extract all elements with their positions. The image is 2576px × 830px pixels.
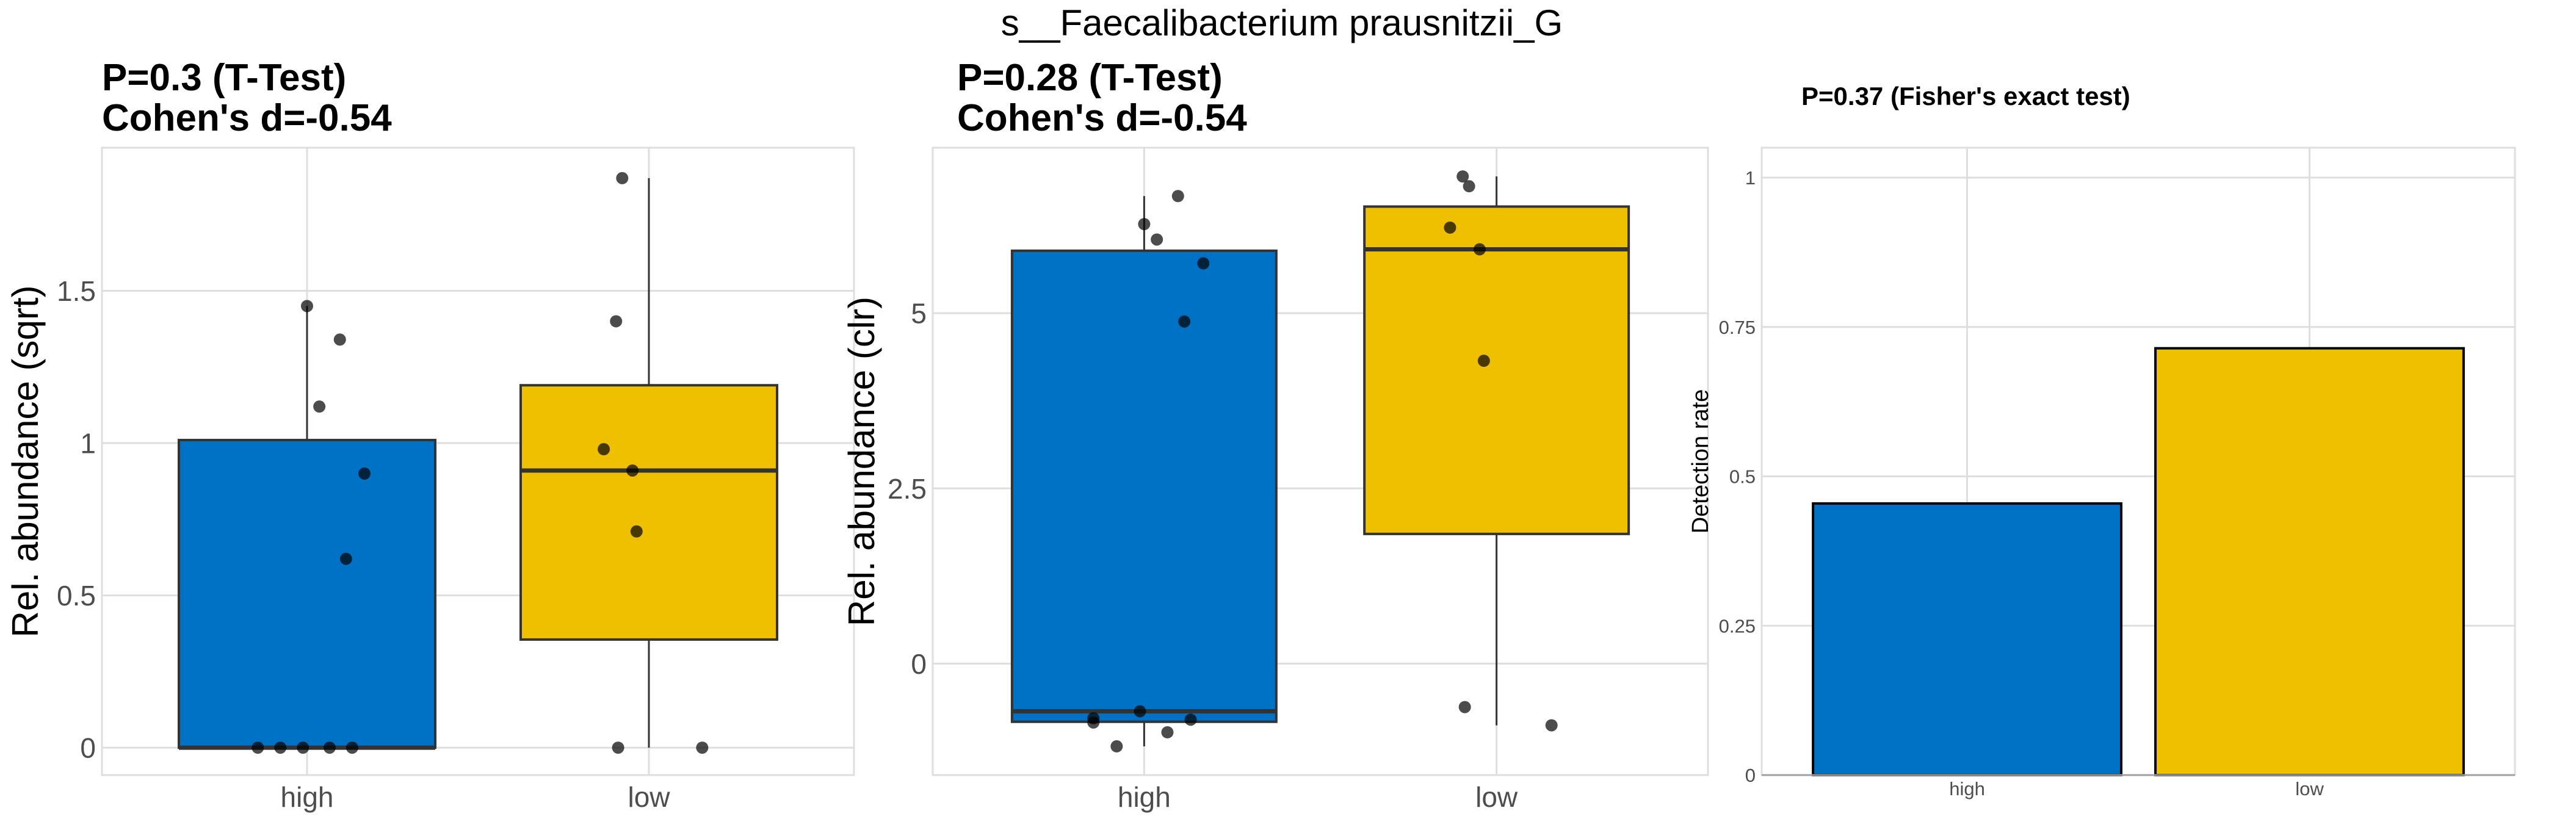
data-point-low (610, 315, 623, 328)
x-tick-label: high (281, 781, 334, 813)
y-tick-label: 1 (80, 428, 96, 460)
data-point-low (1477, 355, 1490, 367)
panel2-title-line2: Cohen's d=-0.54 (957, 97, 1247, 139)
y-axis-label: Rel. abundance (clr) (841, 297, 882, 626)
x-tick-label: high (1118, 781, 1171, 813)
y-axis-label: Rel. abundance (sqrt) (5, 286, 46, 638)
y-tick-label: 0 (80, 732, 96, 764)
y-tick-label: 0.5 (1729, 466, 1756, 488)
data-point-high (1134, 705, 1146, 718)
panel2-clr-boxplot: 0 2.5 5 high low Rel. abundance (clr) (841, 146, 1709, 813)
data-point-high (1110, 740, 1123, 752)
data-point-low (1463, 180, 1475, 193)
data-point-low (630, 525, 643, 538)
data-point-low (1545, 719, 1558, 732)
box-low (519, 384, 778, 641)
panel1-title-line2: Cohen's d=-0.54 (102, 97, 392, 139)
data-point-low (1458, 701, 1471, 713)
y-tick-label: 0.75 (1719, 317, 1756, 338)
box-high (1010, 249, 1278, 723)
data-point-high (1178, 315, 1191, 328)
data-point-high (1197, 257, 1210, 270)
data-point-high (1087, 716, 1100, 729)
x-tick-label: high (1949, 778, 1985, 799)
panel3-detection-barchart: 0 0.25 0.5 0.75 1 high low Detection rate (1688, 146, 2516, 799)
data-point-low (616, 171, 629, 184)
panel3-title: P=0.37 (Fisher's exact test) (1801, 82, 2130, 110)
data-point-high (1138, 218, 1151, 231)
data-point-high (1161, 726, 1174, 738)
data-point-low (626, 464, 639, 477)
data-point-high (1184, 713, 1197, 726)
data-point-high (251, 742, 264, 754)
y-tick-label: 0 (911, 648, 927, 680)
y-axis-label: Detection rate (1688, 389, 1713, 534)
data-point-high (323, 742, 336, 754)
y-tick-label: 5 (911, 298, 927, 330)
data-point-low (696, 742, 709, 754)
panel-border (932, 146, 1709, 776)
data-point-low (598, 443, 610, 456)
box-low (1363, 205, 1630, 535)
figure-title: s__Faecalibacterium prausnitzii_G (1001, 2, 1563, 43)
x-tick-label: low (1475, 781, 1518, 813)
bar-low (2154, 347, 2465, 776)
x-tick-label: low (2295, 778, 2324, 799)
data-point-high (1151, 233, 1163, 246)
data-point-low (1444, 221, 1456, 234)
x-tick-label: low (628, 781, 670, 813)
data-point-high (313, 400, 326, 413)
data-point-high (297, 742, 309, 754)
panel1-sqrt-boxplot: 0 0.5 1 1.5 high low Rel. abundance (sqrt) (5, 146, 855, 813)
data-point-low (1473, 243, 1486, 256)
y-tick-label: 2.5 (888, 473, 927, 505)
bar-high (1812, 502, 2122, 776)
data-point-high (346, 742, 358, 754)
panel1-title-line1: P=0.3 (T-Test) (102, 57, 346, 99)
data-point-high (1171, 190, 1184, 203)
panel-border (101, 146, 855, 776)
y-tick-label: 0 (1745, 765, 1756, 786)
data-point-high (333, 333, 346, 346)
y-tick-label: 1 (1745, 167, 1756, 189)
data-point-high (358, 467, 371, 480)
y-tick-label: 0.5 (57, 580, 96, 612)
data-point-high (274, 742, 287, 754)
box-high (178, 439, 436, 749)
data-point-high (339, 552, 352, 565)
data-point-low (1456, 170, 1469, 183)
data-point-low (612, 742, 624, 754)
y-tick-label: 0.25 (1719, 615, 1756, 637)
y-tick-label: 1.5 (57, 275, 96, 307)
panel2-title-line1: P=0.28 (T-Test) (957, 57, 1223, 99)
data-point-high (301, 300, 313, 312)
